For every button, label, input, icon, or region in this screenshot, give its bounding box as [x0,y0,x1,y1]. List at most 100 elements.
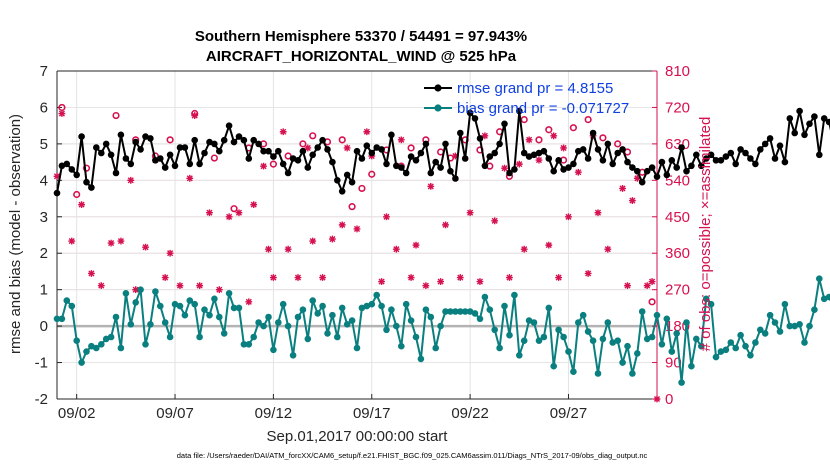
bias-point [614,337,621,345]
rmse-point [98,149,105,157]
obs-assimilated-marker [422,282,430,290]
rmse-point [88,184,95,191]
y2-tick-label: 540 [665,172,690,189]
bias-point [461,308,469,315]
y2-tick-label: 630 [665,136,690,153]
chart-title: Southern Hemisphere 53370 / 54491 = 97.9… [195,28,527,45]
obs-assimilated-marker [68,237,76,245]
rmse-point [540,147,548,155]
rmse-point [747,155,754,162]
bias-point [771,319,779,326]
x-tick-label: 09/17 [353,405,391,422]
bias-point [338,304,346,312]
bias-point [648,333,656,341]
bias-point [206,311,213,319]
obs-assimilated-marker [250,201,258,209]
bias-point [570,368,577,376]
rmse-point [653,173,661,180]
bias-point [73,337,80,345]
bias-point [737,331,744,339]
bias-point [811,306,818,314]
bias-point [373,291,381,299]
obs-assimilated-marker [88,270,95,277]
y-tick-label: 0 [40,318,48,335]
obs-assimilated-marker [284,245,292,253]
bias-point [343,321,351,328]
obs-possible-marker [358,184,366,193]
rmse-point [329,158,336,166]
legend-label-bias: bias grand pr = -0.071727 [457,100,629,117]
bias-point [142,341,149,348]
rmse-point [447,167,454,175]
rmse-point [614,149,621,157]
bias-point [447,308,454,315]
bias-point [117,344,125,352]
bias-point [801,339,808,346]
rmse-point [820,115,828,122]
rmse-point [93,144,100,151]
bias-point [491,326,499,334]
rmse-point [137,146,144,153]
bias-point [683,319,690,326]
rmse-point [506,169,513,177]
rmse-point [609,160,616,168]
rmse-point [698,162,705,170]
bias-point [314,310,322,317]
bias-point [166,333,174,341]
rmse-point [486,153,494,160]
bias-point [107,333,115,341]
rmse-point [270,153,277,160]
bias-point [609,339,616,346]
bias-point [752,339,759,346]
bias-point [235,304,243,312]
obs-assimilated-marker [648,278,656,285]
bias-point [334,333,341,341]
bias-point [393,322,400,330]
bias-point [486,306,494,314]
obs-assimilated-marker [97,282,105,290]
y-tick-label: 3 [40,209,48,226]
bias-point [717,348,725,355]
rmse-point [368,149,376,157]
bias-point [388,306,395,314]
rmse-point [476,135,484,142]
bias-point [599,335,607,343]
obs-assimilated-marker [363,128,371,136]
obs-assimilated-marker [555,274,563,281]
bias-point [201,306,208,314]
bias-point [329,311,336,319]
rmse-point [761,140,769,148]
rmse-point [216,147,223,155]
x-tick-label: 09/22 [451,405,489,422]
rmse-point [702,155,710,162]
rmse-point [683,167,690,175]
rmse-point [466,109,474,117]
obs-assimilated-marker [565,213,572,221]
rmse-point [107,151,115,159]
obs-possible-marker [407,144,415,152]
bias-point [776,328,784,335]
bias-point [658,341,666,348]
obs-assimilated-marker [506,274,513,281]
rmse-point [201,149,208,157]
bias-point [678,379,685,386]
bias-point [535,337,543,345]
rmse-point [742,149,749,157]
obs-assimilated-marker [132,286,140,294]
rmse-point [112,169,120,177]
bias-point [63,297,71,304]
bias-point [363,302,371,310]
y-tick-label: 6 [40,99,48,116]
rmse-point [442,140,449,148]
obs-assimilated-marker [161,274,169,281]
bias-point [540,333,548,341]
bias-point [634,350,641,357]
bias-point [786,322,794,330]
x-tick-label: 09/27 [550,405,588,422]
rmse-point [599,157,607,164]
rmse-point [520,149,528,157]
bias-point [83,348,90,355]
y-tick-label: 7 [40,63,48,80]
rmse-point [407,153,415,160]
rmse-point [393,162,400,170]
